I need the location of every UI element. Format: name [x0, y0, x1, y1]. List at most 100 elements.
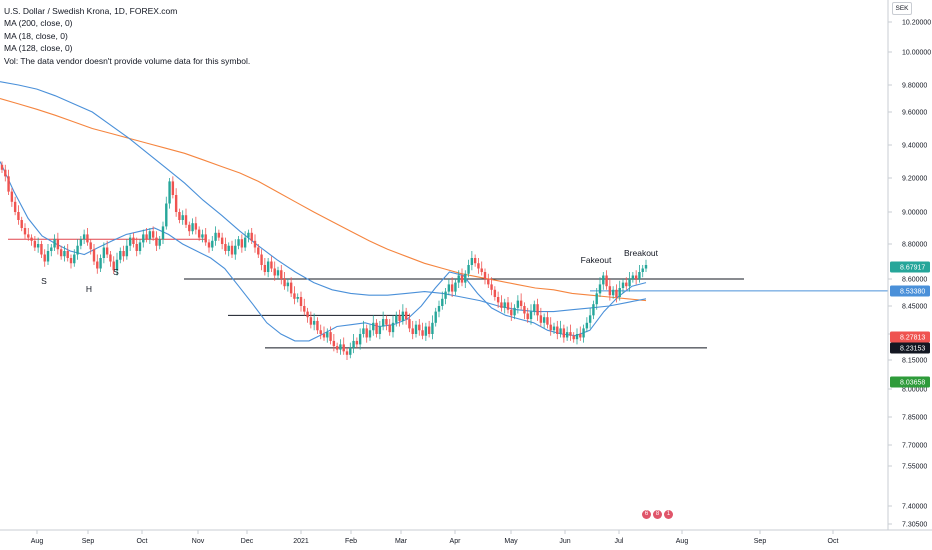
candle-body — [460, 275, 464, 283]
candle-body — [299, 297, 303, 306]
candle-body — [184, 215, 188, 225]
candle-body — [102, 247, 106, 258]
candle-body — [263, 265, 267, 272]
candle-body — [641, 268, 644, 272]
candle-body — [234, 245, 237, 255]
candle-body — [217, 232, 221, 238]
candle-body — [470, 258, 474, 265]
moving-average-line — [0, 81, 647, 313]
candle-body — [615, 289, 618, 297]
candle-body — [588, 315, 592, 323]
price-tag-value: 8.53380 — [900, 289, 925, 296]
candle-body — [529, 311, 533, 320]
candle-body — [362, 328, 365, 334]
candle-body — [161, 226, 165, 240]
candle-body — [230, 245, 234, 255]
candle-body — [69, 258, 73, 264]
candle-body — [247, 232, 250, 238]
price-tick-label: 7.85000 — [902, 415, 927, 422]
time-axis[interactable]: Aug Sep Oct Nov Dec 2021 Feb Mar Apr May Jun Jul Aug… — [31, 538, 839, 545]
chart-legend: U.S. Dollar / Swedish Krona, 1D, FOREX.c… — [4, 5, 250, 67]
economic-events[interactable]: 6 8 1 — [642, 510, 673, 519]
candle-body — [378, 326, 382, 334]
candle-body — [335, 346, 339, 350]
candle-body — [352, 340, 355, 348]
candle-body — [493, 289, 497, 297]
candle-body — [582, 328, 585, 338]
candle-body — [546, 317, 549, 325]
candle-body — [46, 251, 50, 262]
candle-body — [585, 322, 589, 329]
candle-body — [197, 229, 201, 238]
indicator-ma-18[interactable]: MA (18, close, 0) — [4, 30, 68, 41]
time-tick-label: Jul — [615, 538, 624, 545]
price-tag-bg — [890, 261, 930, 273]
candle-body — [477, 263, 480, 269]
price-tick-label: 8.45000 — [902, 304, 927, 311]
candle-body — [79, 239, 83, 246]
candle-body — [112, 261, 115, 271]
candle-body — [59, 249, 63, 257]
candle-body — [145, 234, 148, 240]
candle-body — [243, 237, 247, 248]
candle-body — [240, 239, 244, 248]
time-tick-label: Aug — [31, 538, 44, 545]
price-tick-label: 9.80000 — [902, 83, 927, 90]
price-tick-label: 8.80000 — [902, 242, 927, 249]
candle-body — [634, 275, 638, 279]
time-tick-label: Jun — [559, 538, 570, 545]
candle-body — [342, 344, 345, 352]
candle-body — [349, 347, 352, 355]
price-tag-bg — [890, 331, 930, 343]
candle-body — [227, 245, 230, 251]
price-tick-label: 10.20000 — [902, 20, 931, 27]
candle-body — [50, 247, 53, 251]
event-marker[interactable]: 1 — [664, 510, 673, 519]
candle-body — [385, 319, 388, 325]
currency-badge[interactable]: SEK — [892, 2, 912, 15]
candle-body — [411, 328, 414, 334]
candle-body — [496, 297, 500, 303]
event-marker[interactable]: 6 — [642, 510, 651, 519]
candle-body — [165, 203, 168, 227]
indicator-ma-128[interactable]: MA (128, close, 0) — [4, 43, 73, 54]
pattern-label: Fakeout — [581, 255, 612, 265]
candle-body — [207, 242, 211, 248]
candle-body — [355, 340, 359, 345]
indicator-ma-200[interactable]: MA (200, close, 0) — [4, 18, 73, 29]
candle-body — [427, 326, 431, 334]
candle-body — [194, 223, 198, 230]
candle-body — [280, 270, 283, 279]
candle-body — [322, 334, 326, 338]
candle-body — [270, 261, 273, 269]
event-marker[interactable]: 8 — [653, 510, 662, 519]
pattern-label: H — [86, 284, 92, 294]
horizontal-levels — [8, 238, 888, 349]
price-tick-label: 8.00000 — [902, 387, 927, 394]
candle-body — [602, 275, 605, 285]
price-axis[interactable]: 10.20000 10.00000 9.80000 9.60000 9.40000 9.2… — [902, 20, 931, 529]
price-tick-label: 9.40000 — [902, 143, 927, 150]
candle-body — [503, 302, 506, 308]
candle-body — [500, 302, 503, 308]
candle-body — [122, 251, 125, 257]
candle-body — [542, 317, 546, 323]
candle-body — [473, 258, 477, 264]
price-tags: 8.67917 8.53380 8.27813 8.23153 8.03658 — [890, 261, 930, 388]
candle-body — [467, 265, 470, 274]
pattern-annotations: S H S Fakeout Breakout — [41, 248, 658, 294]
candle-body — [23, 228, 27, 235]
candle-body — [575, 334, 579, 340]
candle-body — [408, 319, 411, 329]
price-tick-label: 9.00000 — [902, 210, 927, 217]
candle-body — [418, 324, 421, 331]
candle-body — [579, 334, 582, 338]
symbol-title[interactable]: U.S. Dollar / Swedish Krona, 1D, FOREX.c… — [4, 6, 178, 16]
price-tick-label: 9.60000 — [902, 110, 927, 117]
candle-body — [56, 239, 60, 250]
candle-body — [401, 311, 405, 321]
candle-body — [214, 232, 217, 241]
candle-body — [142, 234, 145, 243]
candle-body — [365, 328, 368, 338]
